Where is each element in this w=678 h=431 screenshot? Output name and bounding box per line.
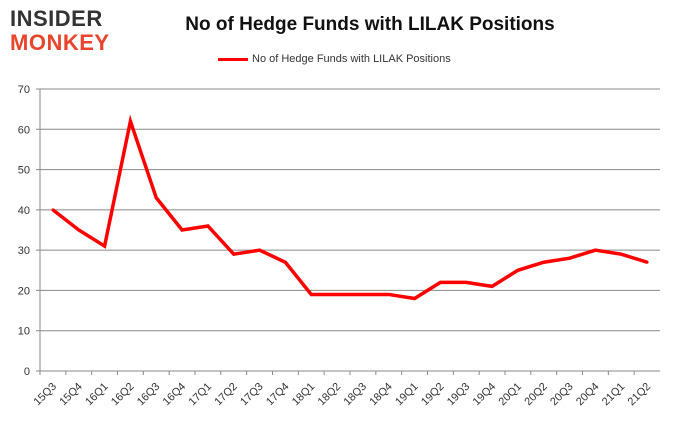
y-tick-label: 70 <box>18 84 30 96</box>
chart-title: No of Hedge Funds with LILAK Positions <box>185 14 555 35</box>
data-point <box>542 260 546 264</box>
y-tick-label: 60 <box>18 124 30 136</box>
y-tick-label: 10 <box>18 326 30 338</box>
data-point <box>232 252 236 256</box>
y-tick-label: 0 <box>24 366 30 378</box>
data-point <box>77 228 81 232</box>
x-tick-label: 20Q1 <box>497 381 525 409</box>
data-point <box>568 256 572 260</box>
data-point <box>490 284 494 288</box>
data-point <box>206 224 210 228</box>
data-point <box>154 196 158 200</box>
data-point <box>387 292 391 296</box>
x-tick-label: 20Q2 <box>522 381 550 409</box>
x-tick-label: 19Q3 <box>445 381 473 409</box>
x-tick-label: 17Q2 <box>212 381 240 409</box>
x-tick-label: 20Q3 <box>548 381 576 409</box>
x-tick-label: 16Q4 <box>161 381 189 409</box>
x-tick-label: 17Q3 <box>238 381 266 409</box>
y-tick-label: 20 <box>18 285 30 297</box>
legend-swatch <box>218 57 248 61</box>
x-tick-label: 21Q1 <box>600 381 628 409</box>
data-point <box>619 252 623 256</box>
y-tick-label: 50 <box>18 165 30 177</box>
x-tick-label: 18Q2 <box>316 381 344 409</box>
data-point <box>103 244 107 248</box>
data-point <box>593 248 597 252</box>
x-tick-label: 18Q1 <box>290 381 318 409</box>
x-tick-label: 17Q1 <box>187 381 215 409</box>
x-tick-label: 21Q2 <box>626 381 654 409</box>
x-tick-label: 20Q4 <box>574 381 602 409</box>
x-tick-label: 18Q3 <box>342 381 370 409</box>
data-point <box>51 208 55 212</box>
data-point <box>464 280 468 284</box>
logo-line1: INSIDER <box>10 6 103 31</box>
series-line <box>51 114 648 301</box>
legend-label: No of Hedge Funds with LILAK Positions <box>252 53 451 65</box>
data-point <box>258 248 262 252</box>
data-point <box>413 296 417 300</box>
x-tick-label: 16Q1 <box>83 381 111 409</box>
data-point <box>128 119 132 123</box>
x-tick-label: 18Q4 <box>367 381 395 409</box>
data-point <box>361 292 365 296</box>
data-point <box>516 268 520 272</box>
x-tick-label: 16Q3 <box>135 381 163 409</box>
x-tick-label: 15Q3 <box>32 381 60 409</box>
x-tick-label: 19Q1 <box>393 381 421 409</box>
data-point <box>283 260 287 264</box>
data-point <box>309 292 313 296</box>
data-point <box>645 260 649 264</box>
x-tick-label: 19Q2 <box>419 381 447 409</box>
data-point <box>180 228 184 232</box>
x-tick-label: 19Q4 <box>471 381 499 409</box>
legend: No of Hedge Funds with LILAK Positions <box>218 53 451 65</box>
logo-line2: MONKEY <box>10 30 110 55</box>
x-tick-label: 16Q2 <box>109 381 137 409</box>
y-tick-label: 30 <box>18 245 30 257</box>
x-tick-label: 17Q4 <box>264 381 292 409</box>
data-point <box>335 292 339 296</box>
y-tick-label: 40 <box>18 205 30 217</box>
x-tick-label: 15Q4 <box>57 381 85 409</box>
insider-monkey-logo: INSIDER MONKEY <box>8 6 126 56</box>
data-point <box>438 280 442 284</box>
